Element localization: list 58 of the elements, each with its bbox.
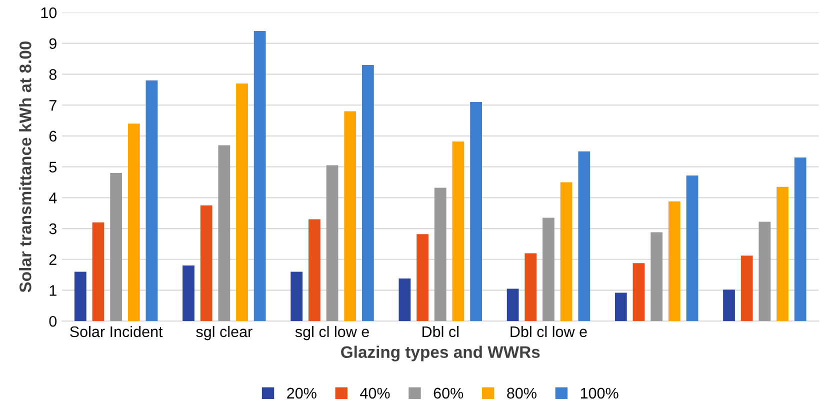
y-tick-label: 4 (49, 192, 57, 204)
y-tick-label: 6 (49, 130, 56, 142)
y-tick-label: 9 (49, 38, 56, 50)
y-tick-label: 1 (50, 285, 56, 296)
x-tick-label: sgl cl low e (295, 326, 369, 340)
x-tick-label: Dbl cl (422, 326, 458, 338)
x-tick-label: sgl clear (196, 326, 252, 340)
y-axis-title: Solar transmittance kWh at 8.00 (19, 42, 32, 292)
bar (254, 31, 266, 322)
y-tick-label: 5 (49, 162, 57, 172)
legend-label: 100% (580, 388, 618, 399)
bar (794, 158, 806, 322)
bar (146, 80, 158, 322)
legend-label: 60% (434, 388, 464, 399)
bar (344, 111, 356, 322)
bar (128, 124, 140, 322)
bar (182, 266, 194, 322)
bar (560, 182, 572, 322)
bar (542, 218, 554, 322)
bar (308, 219, 320, 322)
legend-label: 40% (360, 388, 390, 399)
bar (74, 272, 86, 322)
x-axis-title: Glazing types and WWRs (341, 346, 540, 362)
bar (362, 64, 374, 322)
bar (614, 292, 627, 322)
y-tick-label: 7 (49, 100, 56, 111)
bar (524, 253, 537, 322)
bar (758, 222, 771, 322)
y-tick-label: 3 (49, 223, 56, 234)
bar (578, 151, 590, 322)
bar (452, 141, 464, 322)
bar (668, 201, 680, 322)
x-tick-label: Solar Incident (70, 326, 163, 338)
bar (92, 222, 104, 322)
y-tick-label: 2 (49, 254, 56, 265)
bar (110, 172, 122, 322)
y-tick-label: 8 (49, 69, 56, 80)
bar (434, 188, 446, 322)
bar (200, 205, 212, 322)
legend-label: 20% (287, 388, 316, 399)
bar (776, 186, 788, 322)
bar (470, 102, 482, 322)
bar (236, 83, 248, 322)
bar (506, 288, 519, 322)
y-tick-label: 10 (41, 7, 57, 18)
bar (686, 175, 698, 322)
bar (416, 234, 428, 322)
bar (723, 290, 735, 322)
bar (632, 263, 645, 322)
bar (326, 165, 338, 322)
bar (398, 278, 411, 322)
bar (740, 256, 753, 322)
bar (650, 232, 663, 322)
y-tick-label: 0 (49, 316, 57, 327)
x-tick-label: Dbl cl low e (510, 326, 587, 338)
legend-label: 80% (507, 388, 536, 399)
bar (218, 145, 230, 322)
bar (290, 272, 303, 322)
